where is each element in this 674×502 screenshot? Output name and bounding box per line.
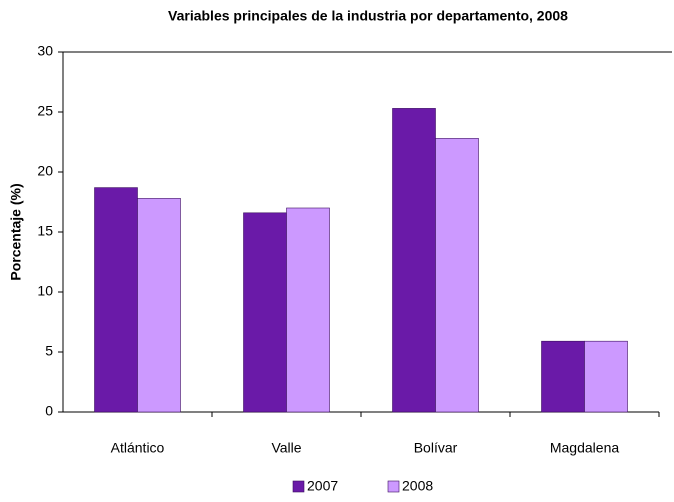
legend-swatch (387, 480, 400, 493)
bar (94, 187, 138, 413)
bar (584, 340, 628, 413)
y-tick-label: 15 (37, 223, 53, 239)
bar (286, 207, 330, 413)
x-tick-label: Valle (271, 440, 301, 456)
legend-label: 2007 (307, 478, 338, 494)
y-tick-label: 5 (45, 343, 53, 359)
bar (243, 212, 287, 413)
bar (541, 340, 585, 413)
y-tick-label: 20 (37, 163, 53, 179)
bar (137, 198, 181, 413)
bar (435, 138, 479, 413)
legend-swatch (292, 480, 305, 493)
x-tick-label: Bolívar (414, 440, 458, 456)
legend-label: 2008 (402, 478, 433, 494)
x-tick-label: Atlántico (111, 440, 165, 456)
chart-title: Variables principales de la industria po… (168, 8, 568, 24)
y-axis-title: Porcentaje (%) (8, 183, 24, 280)
x-tick-label: Magdalena (550, 440, 619, 456)
y-tick-label: 25 (37, 103, 53, 119)
y-tick-label: 10 (37, 283, 53, 299)
y-tick-label: 30 (37, 43, 53, 59)
y-tick-label: 0 (45, 403, 53, 419)
bar (392, 108, 436, 413)
